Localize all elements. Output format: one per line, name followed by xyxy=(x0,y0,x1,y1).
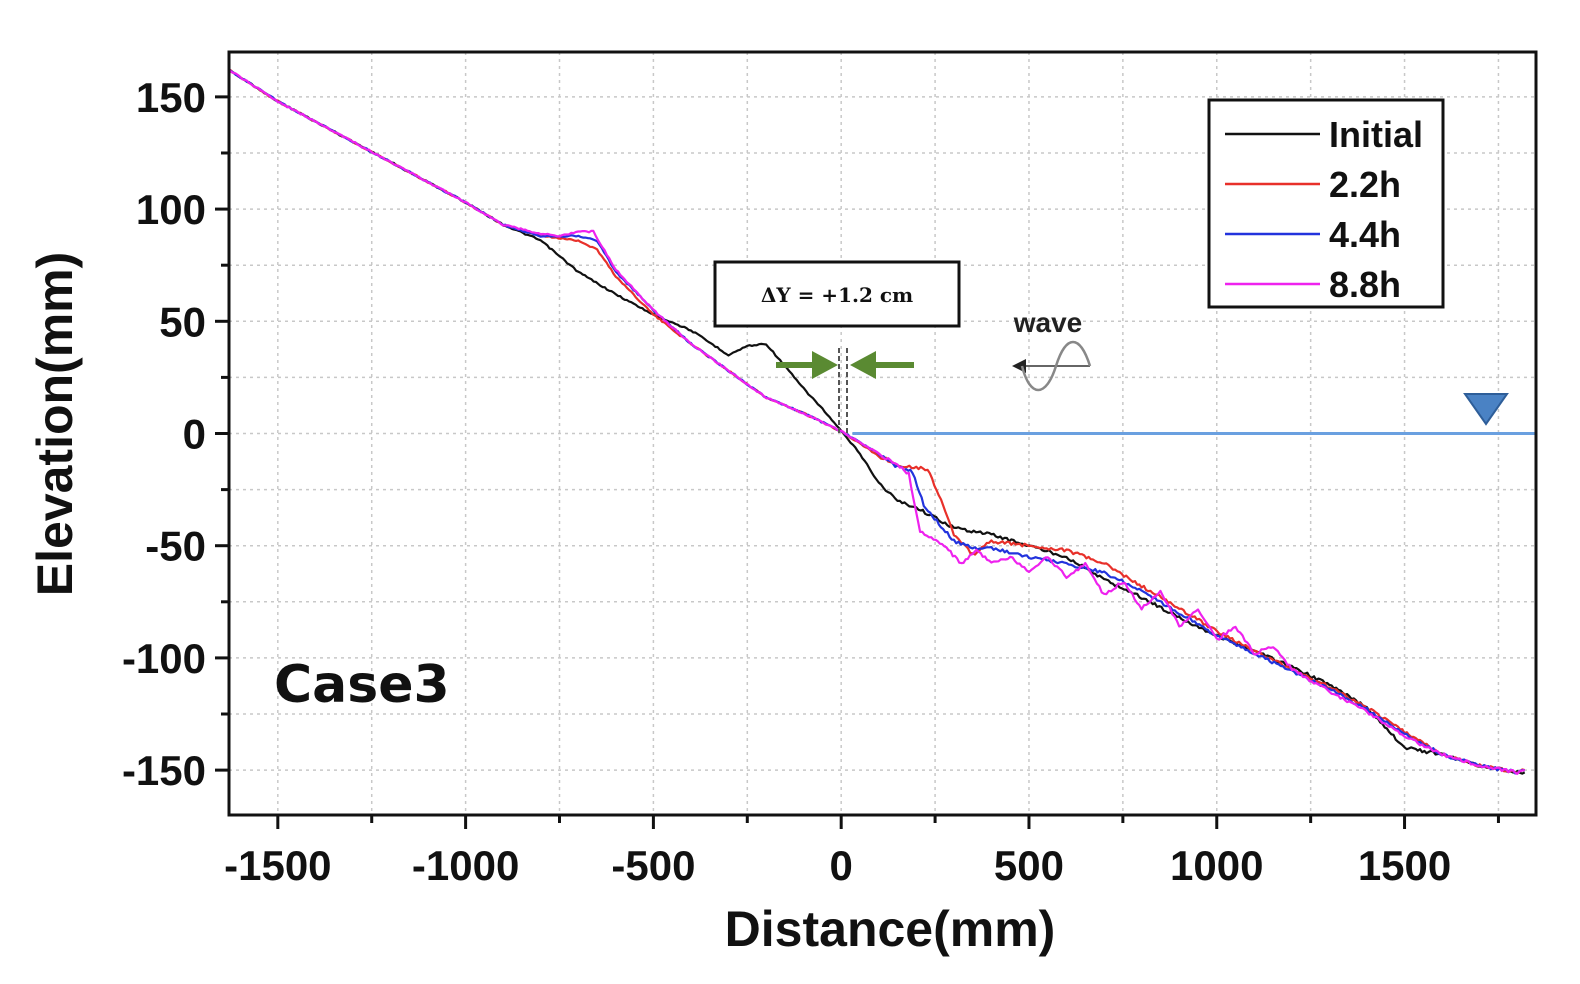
shoreline-markers xyxy=(838,348,848,436)
wave-label: wave xyxy=(1013,307,1083,338)
series-lines xyxy=(228,68,1526,776)
y-tick-label: -100 xyxy=(122,635,206,682)
right-arrow-icon xyxy=(776,351,838,379)
x-tick-label: -500 xyxy=(611,842,695,889)
x-tick-label: 1000 xyxy=(1170,842,1263,889)
y-axis-title: Elevation(mm) xyxy=(27,252,83,597)
y-tick-label: -50 xyxy=(145,523,206,570)
x-tick-label: 1500 xyxy=(1358,842,1451,889)
legend-label: Initial xyxy=(1329,114,1423,155)
shift-annotation-box xyxy=(713,260,961,328)
x-tick-label: 500 xyxy=(994,842,1064,889)
legend: Initial 2.2h 4.4h 8.8h xyxy=(1207,98,1445,309)
shift-annotation: ΔY = +1.2 cm xyxy=(713,260,961,328)
case-label: Case3 xyxy=(274,655,450,715)
water-level-marker-icon xyxy=(1463,393,1509,426)
x-tick-label: 0 xyxy=(830,842,853,889)
left-arrow-icon xyxy=(850,351,914,379)
wave-arrow-icon xyxy=(1012,340,1092,392)
x-tick-label: -1000 xyxy=(412,842,519,889)
shift-annotation-text: ΔY = +1.2 cm xyxy=(761,283,913,307)
legend-label: 4.4h xyxy=(1329,214,1401,255)
y-tick-label: 150 xyxy=(136,74,206,121)
y-tick-label: 50 xyxy=(159,298,206,345)
legend-box xyxy=(1207,98,1445,309)
x-tick-label: -1500 xyxy=(224,842,331,889)
wave-direction-indicator: wave xyxy=(1012,307,1092,392)
axis-ticks: -1500 -1000 -500 0 500 1000 1500150100500-50-1… xyxy=(122,74,1500,889)
legend-label: 8.8h xyxy=(1329,264,1401,305)
y-tick-label: -150 xyxy=(122,747,206,794)
y-tick-label: 100 xyxy=(136,186,206,233)
legend-label: 2.2h xyxy=(1329,164,1401,205)
y-tick-label: 0 xyxy=(183,411,206,458)
x-axis-title: Distance(mm) xyxy=(725,901,1056,957)
series-line-8-8h xyxy=(228,68,1525,776)
